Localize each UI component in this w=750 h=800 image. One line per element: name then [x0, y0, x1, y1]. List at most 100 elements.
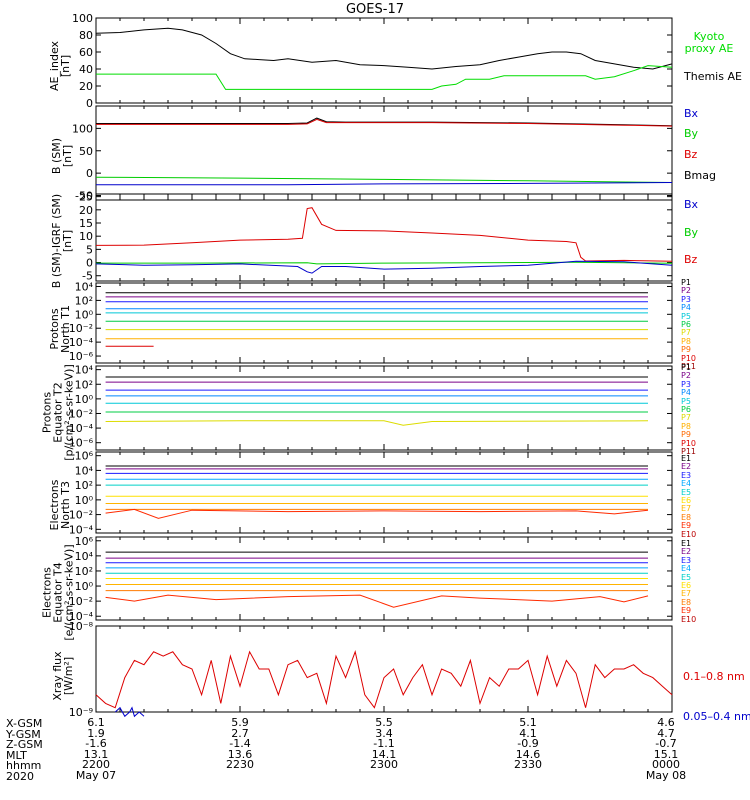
xray-ylabel: Xray flux [W/m²]	[51, 651, 75, 701]
bsm-frame	[95, 105, 673, 201]
pn-channel-p5: P5	[681, 311, 691, 321]
bsm-legend-by: By	[684, 127, 699, 140]
ae-frame	[95, 17, 673, 104]
ephemeris-col-2300: 5.5 3.4 -1.1 14.1 2300	[370, 716, 398, 771]
pn-channel-p10: P10	[681, 353, 697, 363]
pe-channel-p2: P2	[681, 371, 691, 381]
pe-channel-p11: P11	[681, 446, 697, 456]
eph-label-y: Y-GSM	[6, 727, 41, 741]
en-channel-e5: E5	[681, 487, 692, 497]
ee-channel-list: E1 E2 E3 E4 E5 E6 E7 E8 E9 E10	[681, 539, 697, 624]
eph-label-mlt: MLT	[6, 748, 27, 762]
ae-ytick-label: 0	[86, 97, 93, 110]
pn-ytick-label: 10⁴	[75, 280, 94, 293]
bigrf-ytick-label: 25	[79, 191, 93, 204]
ee-channel-e10: E10	[681, 614, 697, 624]
xray-legend-short: 0.05–0.4 nm	[683, 710, 750, 723]
pn-channel-p9: P9	[681, 345, 691, 355]
pn-ytick-label: 10⁻⁶	[69, 350, 94, 363]
bsm-legend-bx: Bx	[684, 107, 699, 120]
xray-frame	[95, 625, 673, 713]
ee-ytick-label: 10⁻⁴	[69, 610, 94, 623]
eph-label-hhmm: hhmm	[6, 759, 42, 772]
pn-ytick-label: 10⁰	[75, 308, 94, 321]
en-series-e9	[105, 508, 649, 519]
pe-frame	[95, 365, 673, 451]
ephemeris-col-2200: 6.1 1.9 -1.6 13.1 2200 May 07	[75, 716, 117, 782]
eph-label-x: X-GSM	[6, 717, 43, 730]
pe-channel-p6: P6	[681, 404, 691, 414]
bigrf-ytick-label: 15	[79, 217, 93, 230]
pn-channel-p7: P7	[681, 328, 691, 338]
xray-series-0-05-0-4-nm	[114, 706, 145, 718]
en-channel-list: E1 E2 E3 E4 E5 E6 E7 E8 E9 E10	[681, 454, 696, 539]
bigrf-ytick-label: 10	[79, 230, 93, 243]
pn-channel-p2: P2	[681, 286, 691, 296]
bsm-series-bx	[96, 182, 673, 186]
en-ytick-label: 10⁻⁴	[69, 523, 94, 536]
pe-series-p7	[105, 420, 649, 426]
pn-frame	[95, 282, 673, 364]
en-channel-e1: E1	[681, 454, 692, 463]
ee-channel-e8: E8	[681, 597, 692, 607]
ae-ytick-label: 80	[79, 29, 93, 42]
bigrf-series-by	[96, 261, 673, 265]
ee-ytick-label: 10²	[75, 565, 93, 578]
bsm-ylabel: B (SM) [nT]	[50, 137, 74, 175]
ae-series-themis-ae	[95, 27, 673, 70]
en-ytick-label: 10⁴	[75, 464, 94, 477]
pe-channel-p4: P4	[681, 388, 691, 398]
pe-channel-p5: P5	[681, 396, 691, 406]
pe-channel-p1: P1	[681, 363, 691, 372]
ee-channel-e4: E4	[681, 564, 692, 574]
bsm-series-bz	[96, 118, 673, 127]
ee-ytick-label: 10⁻²	[69, 595, 93, 608]
pe-ytick-label: 10⁻⁶	[69, 437, 94, 450]
en-channel-e3: E3	[681, 470, 692, 480]
pe-ytick-label: 10⁰	[75, 393, 94, 406]
pe-channel-p9: P9	[681, 430, 691, 440]
bigrf-series-bz	[95, 207, 673, 262]
ee-channel-e1: E1	[681, 539, 692, 548]
ae-legend-themis: Themis AE	[684, 70, 742, 83]
bsm-ytick-label: -50	[75, 190, 93, 203]
bigrf-ytick-label: 20	[79, 204, 93, 217]
en-frame	[95, 451, 673, 534]
bsm-ytick-label: 0	[86, 167, 93, 180]
bigrf-series-bx	[95, 260, 673, 274]
pe-channel-p3: P3	[681, 379, 691, 389]
pn-channel-p4: P4	[681, 303, 691, 313]
plot-title: GOES-17	[345, 2, 404, 17]
bsm-legend-bz: Bz	[684, 148, 698, 161]
bigrf-ytick-label: 0	[86, 257, 93, 270]
ee-channel-e2: E2	[681, 547, 692, 557]
pn-channel-p6: P6	[681, 319, 691, 329]
ae-ytick-label: 40	[79, 63, 93, 76]
ee-channel-e9: E9	[681, 606, 692, 616]
ephemeris-col-0000: 4.6 4.7 -0.7 15.1 0000 May 08	[645, 716, 687, 782]
ee-ytick-label: 10⁴	[75, 550, 94, 563]
ee-ytick-label: 10⁶	[75, 535, 94, 548]
bigrf-ytick-label: 5	[86, 243, 93, 256]
ee-channel-e5: E5	[681, 572, 692, 582]
ephemeris-row-labels: X-GSM Y-GSM Z-GSM MLT hhmm 2020	[6, 718, 43, 781]
en-channel-e6: E6	[681, 495, 692, 505]
eph-label-z: Z-GSM	[6, 738, 43, 751]
en-channel-e9: E9	[681, 521, 692, 531]
ee-ytick-label: 10⁰	[75, 580, 94, 593]
bigrf-frame	[95, 193, 673, 282]
pn-ytick-label: 10⁻²	[69, 322, 93, 335]
pn-ytick-label: 10²	[75, 294, 93, 307]
en-channel-e8: E8	[681, 512, 692, 522]
bigrf-legend-by: By	[684, 226, 699, 239]
pe-channel-p8: P8	[681, 421, 691, 431]
ae-ytick-label: 60	[79, 46, 93, 59]
ee-series-e9	[105, 594, 649, 608]
en-ytick-label: 10⁰	[75, 494, 94, 507]
en-ytick-label: 10⁻²	[69, 509, 93, 522]
pn-channel-p3: P3	[681, 294, 691, 304]
pe-ytick-label: 10⁻²	[69, 407, 93, 420]
ephemeris-col-2230: 5.9 2.7 -1.4 13.6 2230	[226, 716, 254, 771]
ee-ylabel: Electrons Equator T4 [e/(cm²-s-sr-keV)]	[40, 544, 76, 641]
